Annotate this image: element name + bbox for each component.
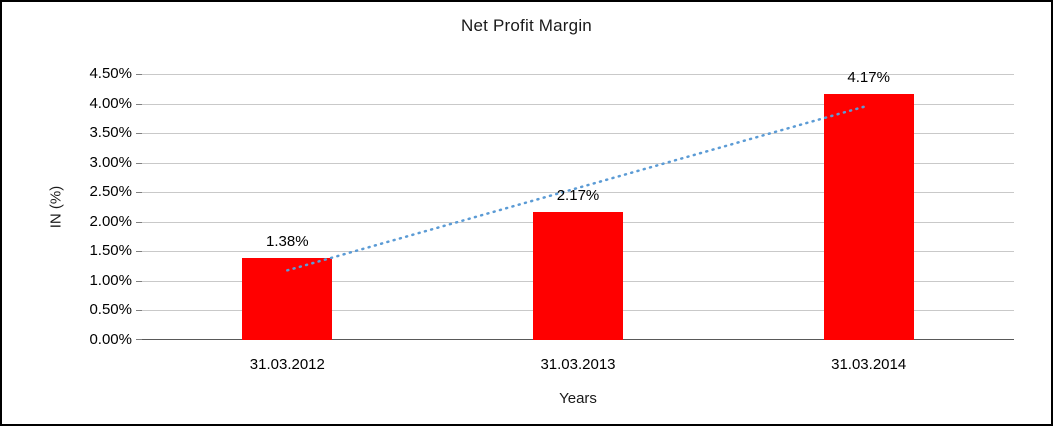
y-tick-label: 3.00% [89, 153, 132, 171]
y-tick-mark [136, 251, 142, 253]
y-tick-mark [136, 74, 142, 75]
x-tick-label: 31.03.2012 [249, 356, 325, 373]
y-tick-mark [136, 339, 142, 340]
bar-data-label: 2.17% [556, 186, 600, 204]
y-tick-label: 1.00% [89, 271, 132, 289]
bar-31.03.2013 [533, 211, 623, 340]
y-tick-mark [136, 162, 142, 164]
y-tick-label: 0.00% [89, 331, 132, 348]
y-tick-mark [136, 133, 142, 135]
bar-31.03.2012 [242, 258, 333, 340]
x-tick-label: 31.03.2014 [831, 356, 907, 373]
y-tick-label: 0.50% [89, 301, 132, 319]
y-tick-label: 3.50% [89, 124, 132, 142]
bar-data-label: 1.38% [266, 233, 309, 251]
plot-area: 1.38% 2.17% 4.17% [142, 69, 1014, 340]
y-tick-mark [136, 310, 142, 312]
y-tick-label: 4.00% [89, 94, 132, 112]
bar-data-label: 4.17% [847, 68, 890, 86]
y-tick-label: 2.00% [89, 212, 132, 230]
gridline [142, 103, 1014, 105]
y-tick-mark [136, 221, 142, 223]
bar-31.03.2014 [823, 93, 914, 340]
y-tick-mark [136, 192, 142, 194]
y-tick-label: 1.50% [89, 242, 132, 260]
x-tick-label: 31.03.2013 [540, 356, 616, 373]
y-tick-label: 4.50% [89, 65, 132, 82]
y-tick-label: 2.50% [89, 183, 132, 201]
y-tick-mark [136, 280, 142, 282]
y-tick-mark [136, 103, 142, 105]
chart-title: Net Profit Margin [461, 16, 592, 35]
x-axis-title: Years [559, 390, 597, 407]
gridline [142, 74, 1014, 75]
